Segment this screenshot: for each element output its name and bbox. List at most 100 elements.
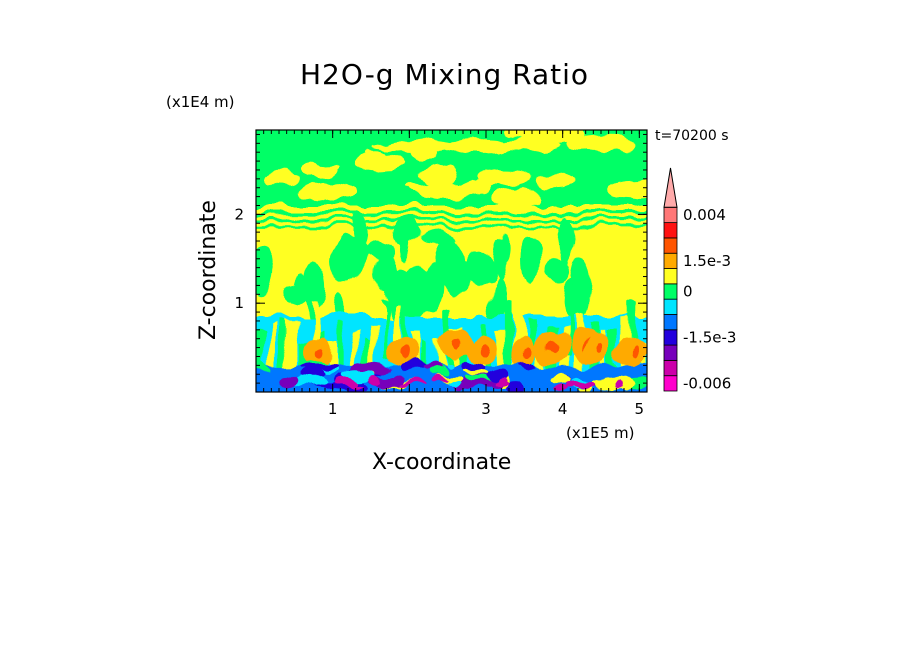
field-surface-patch xyxy=(423,364,440,371)
field-bl-plume xyxy=(435,338,444,392)
axis-ticks: 1 2 3 4 5 1 2 xyxy=(234,130,648,418)
field-mid-plume xyxy=(561,214,571,270)
field-bl-plume xyxy=(402,308,408,367)
contour-field xyxy=(256,130,647,392)
colorbar-segment xyxy=(663,252,678,269)
colorbar-segment xyxy=(663,283,678,300)
field-upper-blob xyxy=(321,162,339,170)
field-surface-patch xyxy=(549,373,575,383)
y-axis-unit-label: (x1E4 m) xyxy=(166,93,235,111)
colorbar-label: 1.5e-3 xyxy=(683,252,731,270)
field-bl-plume xyxy=(496,330,506,392)
field-bl-plume xyxy=(368,323,375,392)
plot-frame xyxy=(255,129,648,393)
field-mid-plume xyxy=(256,245,277,298)
field-mid-plume xyxy=(294,276,308,301)
field-upper-blob xyxy=(469,180,493,195)
colorbar-segment xyxy=(663,237,678,254)
field-upper-blob xyxy=(385,139,454,152)
field-mid-plume xyxy=(524,234,540,283)
field-positive-core-inner xyxy=(595,341,603,354)
field-surface-patch xyxy=(520,364,538,369)
field-bl-plume xyxy=(394,304,401,370)
field-positive-core-inner xyxy=(629,345,638,359)
field-bl-plume xyxy=(565,303,572,356)
field-mid-plume xyxy=(390,217,421,247)
field-bl-plume xyxy=(279,321,289,382)
field-bl-plume xyxy=(337,326,344,392)
field-strong-negative xyxy=(493,382,511,388)
colorbar-segment xyxy=(663,298,678,315)
colorbar-label: 0.004 xyxy=(683,206,726,224)
field-layer-band xyxy=(256,217,647,221)
field-mid-plume xyxy=(352,210,369,248)
time-label: t=70200 s xyxy=(655,128,729,144)
x-tick-label: 1 xyxy=(328,400,338,418)
field-upper-blob xyxy=(533,173,575,189)
field-mid-plume xyxy=(400,266,432,320)
field-mid-plume xyxy=(440,258,472,296)
chart-title: H2O-g Mixing Ratio xyxy=(300,58,590,91)
field-bl-plume xyxy=(503,300,513,373)
field-surface-patch xyxy=(398,361,427,372)
colorbar-segment xyxy=(663,375,678,392)
field-surface-patch xyxy=(482,369,509,383)
field-layer-band xyxy=(256,211,647,215)
field-bl-plume xyxy=(608,330,617,386)
field-mid-plume xyxy=(375,253,396,293)
field-strong-negative xyxy=(398,382,426,387)
field-bl-plume xyxy=(286,320,297,383)
field-positive-core-inner xyxy=(478,343,490,356)
field-upper-blob xyxy=(508,130,584,144)
colorbar-label: -0.006 xyxy=(683,374,731,392)
field-surface-patch xyxy=(443,363,454,368)
field-upper-blob xyxy=(356,153,407,173)
field-mid-plume xyxy=(489,278,506,324)
colorbar-segment xyxy=(663,344,678,361)
y-tick-label: 2 xyxy=(234,205,244,223)
field-upper-blob xyxy=(420,163,453,186)
colorbar-label: 0 xyxy=(683,283,693,301)
field-upper-blob xyxy=(261,171,301,186)
field-strong-negative xyxy=(552,383,572,391)
field-layer-band xyxy=(256,206,647,209)
field-strong-negative xyxy=(332,377,360,388)
x-tick-label: 4 xyxy=(558,400,568,418)
colorbar-segment xyxy=(663,329,678,346)
y-tick-label: 1 xyxy=(234,294,244,312)
field-bl-plume xyxy=(351,334,358,392)
colorbar-segment xyxy=(663,206,678,224)
field-mid-plume xyxy=(492,240,507,282)
field-positive-core-inner xyxy=(453,336,462,350)
field-positive-core-inner xyxy=(399,345,408,359)
field-bl-plume xyxy=(256,330,263,392)
field-upper-blob xyxy=(565,133,640,153)
field-layer-band xyxy=(256,223,647,227)
field-upper-blob xyxy=(441,140,517,154)
field-bl-plume xyxy=(381,300,387,359)
colorbar-segment xyxy=(663,222,678,239)
x-axis-label: X-coordinate xyxy=(372,450,512,475)
field-bl-plume xyxy=(512,305,523,372)
field-surface-patch xyxy=(294,376,327,388)
x-tick-label: 3 xyxy=(481,400,491,418)
x-tick-label: 2 xyxy=(405,400,415,418)
field-upper-blob xyxy=(611,177,647,199)
field-surface-patch xyxy=(281,374,302,387)
field-bl-plume xyxy=(311,300,318,375)
colorbar-extend-triangle xyxy=(663,167,678,208)
field-surface-patch xyxy=(506,381,524,392)
field-strong-negative xyxy=(368,376,384,386)
field-surface-patch xyxy=(256,363,273,375)
colorbar-segment xyxy=(663,268,678,285)
colorbar: -0.006 -1.5e-3 0 1.5e-3 0.004 xyxy=(663,167,736,392)
field-mid-plume xyxy=(367,239,393,259)
field-surface-patch xyxy=(465,369,486,375)
colorbar-segment xyxy=(663,314,678,331)
colorbar-segment xyxy=(663,359,678,377)
field-strong-negative xyxy=(612,380,622,390)
field-positive-core-inner xyxy=(521,348,531,361)
field-bl-plume xyxy=(269,324,276,378)
field-mid-plume xyxy=(572,256,592,311)
